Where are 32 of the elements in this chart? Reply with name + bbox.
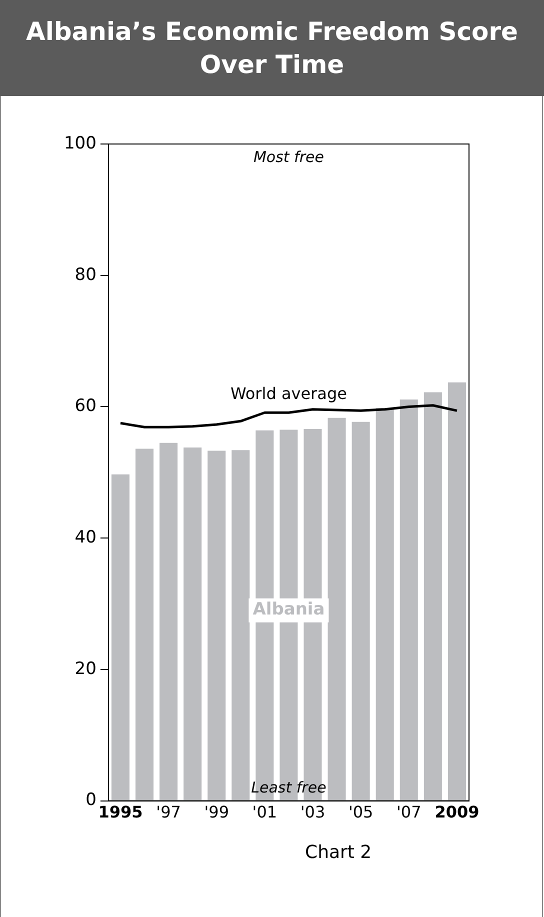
x-tick-label: '07: [396, 802, 422, 822]
bar: [448, 382, 466, 800]
series-label: Albania: [252, 600, 325, 620]
x-tick-label: '01: [252, 802, 278, 822]
x-tick-label: 2009: [434, 802, 480, 822]
x-tick-label: '97: [156, 802, 181, 822]
y-tick-label: 80: [74, 264, 96, 285]
y-tick-label: 20: [74, 658, 96, 679]
bar: [184, 447, 202, 800]
bar: [135, 448, 154, 800]
bar: [424, 392, 442, 800]
chart-title: Albania’s Economic Freedom Score Over Time: [0, 0, 544, 96]
y-tick-label: 0: [86, 790, 96, 810]
y-tick-label: 60: [74, 396, 96, 416]
annotation: Most free: [253, 148, 324, 166]
bar: [376, 408, 394, 800]
y-tick-label: 40: [74, 528, 96, 548]
bar: [328, 418, 346, 800]
bar: [111, 474, 130, 800]
bar: [352, 422, 370, 800]
series-label: World average: [230, 384, 347, 403]
bar: [160, 442, 178, 800]
y-tick-label: 100: [64, 133, 96, 154]
caption: Chart 2: [305, 842, 372, 863]
bar: [232, 450, 250, 800]
bar: [208, 450, 226, 800]
x-tick-label: 1995: [98, 802, 143, 822]
annotation: Least free: [251, 778, 326, 797]
bar: [400, 399, 418, 800]
x-tick-label: '99: [204, 802, 229, 822]
x-tick-label: '05: [348, 802, 374, 822]
x-tick-label: '03: [300, 802, 326, 822]
